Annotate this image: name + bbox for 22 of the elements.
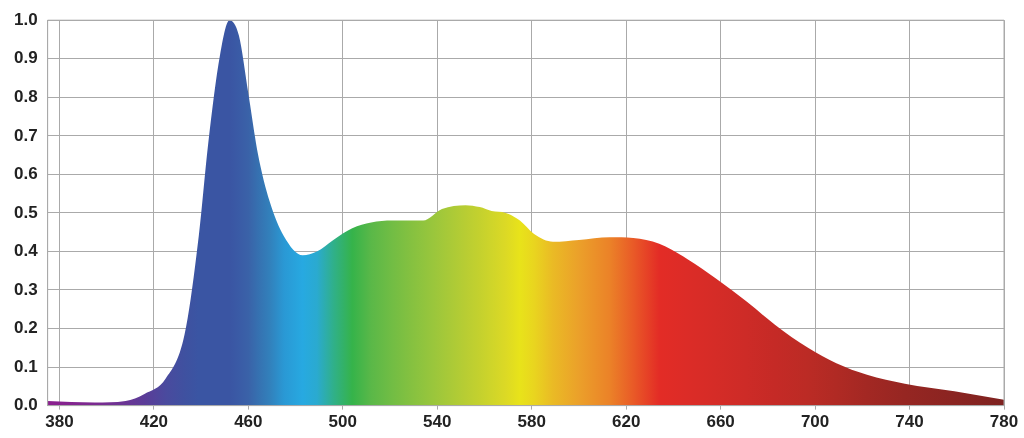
y-tick-label: 0.8 [13,86,38,106]
x-tick-label: 500 [328,412,357,432]
x-tick-label: 460 [234,412,263,432]
y-tick-label: 0.6 [13,164,38,184]
y-tick-label: 0.0 [13,395,38,415]
x-tick-label: 540 [423,412,452,432]
x-tick-label: 380 [45,412,74,432]
x-tick-label: 580 [517,412,546,432]
y-tick-label: 0.4 [13,241,39,261]
y-tick-label: 0.7 [13,125,38,145]
y-tick-label: 0.2 [13,318,38,338]
y-tick-label: 1.0 [13,9,38,29]
x-tick-label: 700 [800,412,830,432]
x-tick-label: 660 [706,412,735,432]
y-tick-label: 0.3 [13,279,38,299]
y-tick-label: 0.9 [13,48,38,68]
x-tick-label: 740 [895,412,924,432]
y-tick-label: 0.1 [13,356,38,376]
y-tick-label: 0.5 [13,202,38,222]
x-tick-label: 780 [989,412,1019,432]
x-tick-label: 420 [139,412,169,432]
x-tick-label: 620 [611,412,641,432]
